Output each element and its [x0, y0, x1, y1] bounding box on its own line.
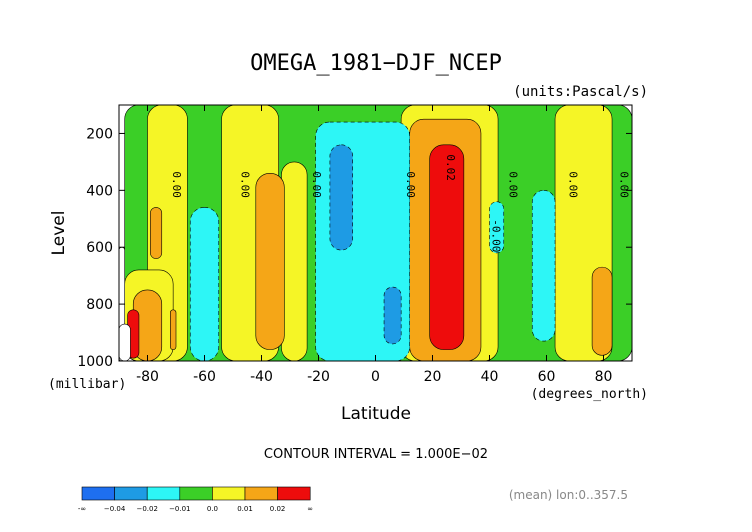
plot-area	[119, 105, 632, 361]
legend-swatch-4	[212, 486, 246, 501]
legend-swatch-1	[114, 486, 148, 501]
x-tick-label-5: 20	[424, 369, 442, 385]
contour-band-12	[170, 309, 177, 350]
legend-label-0: -∞	[78, 505, 86, 513]
contour-band-18	[489, 201, 505, 254]
y-tick-label-2: 600	[86, 240, 113, 256]
legend-label-4: 0.0	[207, 505, 218, 513]
x-tick-label-2: -40	[250, 369, 273, 385]
x-tick-label-3: -20	[307, 369, 330, 385]
legend-swatch-5	[244, 486, 278, 501]
legend-label-5: 0.01	[237, 505, 253, 513]
y-tick-label-0: 200	[86, 126, 113, 142]
contour-label-8: -0.00	[489, 219, 502, 252]
contour-band-11	[591, 266, 613, 356]
legend-label-6: 0.02	[270, 505, 286, 513]
contour-label-4: 0.02	[444, 154, 457, 181]
color-legend: -∞ −0.04 −0.02 −0.01 0.0 0.01 0.02 ∞	[78, 486, 313, 513]
contour-band-13	[429, 144, 465, 350]
x-unit-label: (degrees_north)	[531, 387, 648, 402]
contour-band-20	[383, 286, 402, 345]
x-tick-label-8: 80	[595, 369, 613, 385]
contour-label-0: 0.00	[170, 171, 183, 198]
contour-band-16	[189, 207, 220, 361]
contour-band-3	[281, 161, 308, 361]
y-tick-label-3: 800	[86, 297, 113, 313]
x-tick-label-4: 0	[371, 369, 380, 385]
legend-swatch-6	[277, 486, 311, 501]
contour-label-5: 0.00	[506, 171, 519, 198]
contour-band-17	[531, 190, 556, 342]
x-tick-label-0: -80	[136, 369, 159, 385]
contour-labels: 0.00 0.00 0.00 0.00 0.02 0.00 0.00 0.00 -0.00	[170, 154, 630, 252]
y-axis-label: Level	[49, 211, 69, 256]
legend-label-2: −0.02	[136, 505, 157, 513]
contour-interval-text: CONTOUR INTERVAL = 1.000E−02	[264, 447, 488, 462]
legend-swatch-2	[146, 486, 181, 501]
contour-label-2: 0.00	[310, 171, 323, 198]
footnote: (mean) lon:0..357.5	[509, 488, 628, 502]
legend-swatch-3	[179, 486, 213, 501]
x-tick-label-6: 40	[481, 369, 499, 385]
x-tick-label-1: -60	[193, 369, 216, 385]
contour-label-7: 0.00	[618, 171, 631, 198]
y-tick-label-4: 1000	[77, 354, 113, 370]
y-tick-label-1: 400	[86, 183, 113, 199]
chart-title: OMEGA_1981−DJF_NCEP	[250, 51, 502, 76]
legend-label-3: −0.01	[169, 505, 190, 513]
contour-band-19	[329, 144, 353, 251]
legend-label-1: −0.04	[104, 505, 126, 513]
y-unit-label: (millibar)	[48, 377, 126, 392]
contour-band-8	[255, 172, 285, 350]
legend-label-7: ∞	[307, 505, 313, 513]
contour-label-3: 0.00	[404, 171, 417, 198]
x-axis-label: Latitude	[341, 404, 411, 424]
y-axis: 200 400 600 800 1000	[77, 126, 632, 370]
contour-label-6: 0.00	[566, 171, 579, 198]
x-axis: -80 -60 -40 -20 0 20 40 60 80	[136, 105, 612, 385]
legend-swatch-0	[81, 486, 115, 501]
units-label: (units:Pascal/s)	[513, 84, 648, 100]
x-tick-label-7: 60	[538, 369, 556, 385]
contour-band-9	[150, 207, 163, 259]
contour-label-1: 0.00	[239, 171, 252, 198]
contour-band-22	[119, 323, 131, 361]
